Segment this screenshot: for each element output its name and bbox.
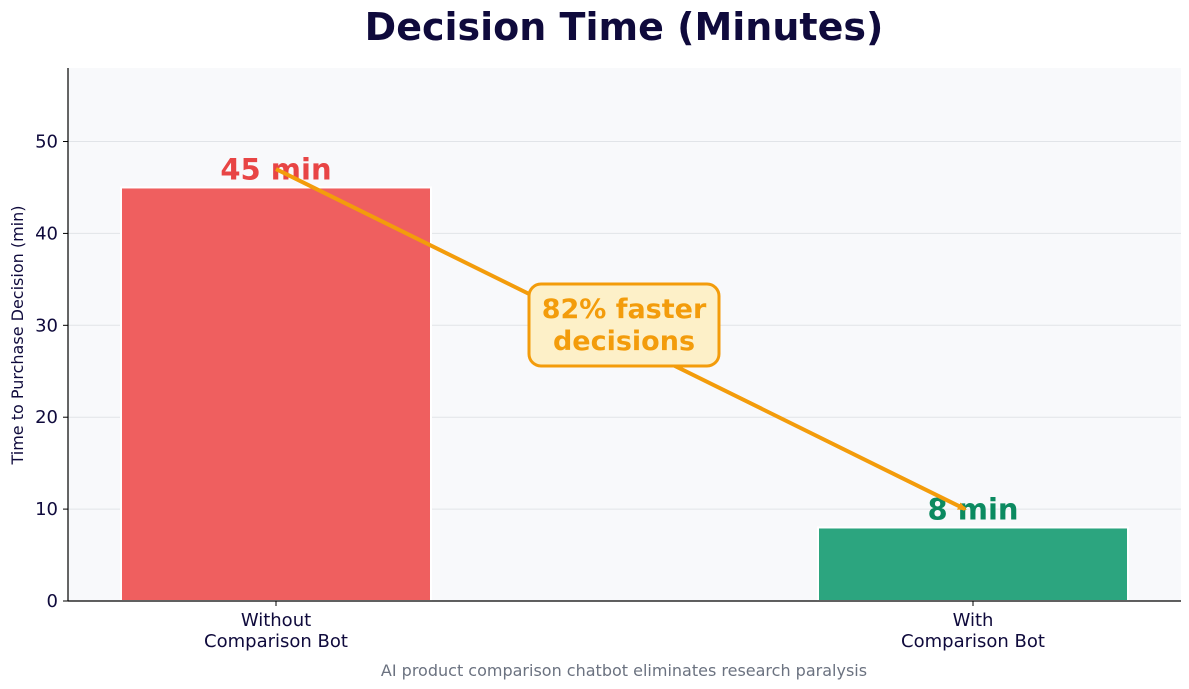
y-tick-label: 20 — [35, 407, 58, 428]
y-axis-label: Time to Purchase Decision (min) — [8, 206, 27, 466]
annotation: 82% faster decisions — [275, 167, 967, 511]
bar — [120, 186, 432, 602]
chart-title: Decision Time (Minutes) — [365, 5, 884, 49]
x-tick-label: With Comparison Bot — [901, 610, 1045, 652]
annotation-box — [527, 282, 721, 368]
y-tick-label: 30 — [35, 315, 58, 336]
y-ticks: 0 10 20 30 40 50 — [35, 132, 68, 612]
y-tick-label: 0 — [47, 591, 58, 612]
y-tick-label: 40 — [35, 223, 58, 244]
chart-caption: AI product comparison chatbot eliminates… — [381, 661, 867, 680]
y-tick-label: 50 — [35, 132, 58, 153]
x-tick-label: Without Comparison Bot — [204, 610, 348, 652]
x-category-labels: Without Comparison Bot With Comparison Bot — [204, 601, 1045, 652]
annotation-text: 82% faster decisions — [542, 294, 707, 357]
bars — [120, 186, 1129, 603]
y-tick-label: 10 — [35, 499, 58, 520]
bar — [817, 526, 1129, 603]
axes — [67, 68, 1181, 602]
